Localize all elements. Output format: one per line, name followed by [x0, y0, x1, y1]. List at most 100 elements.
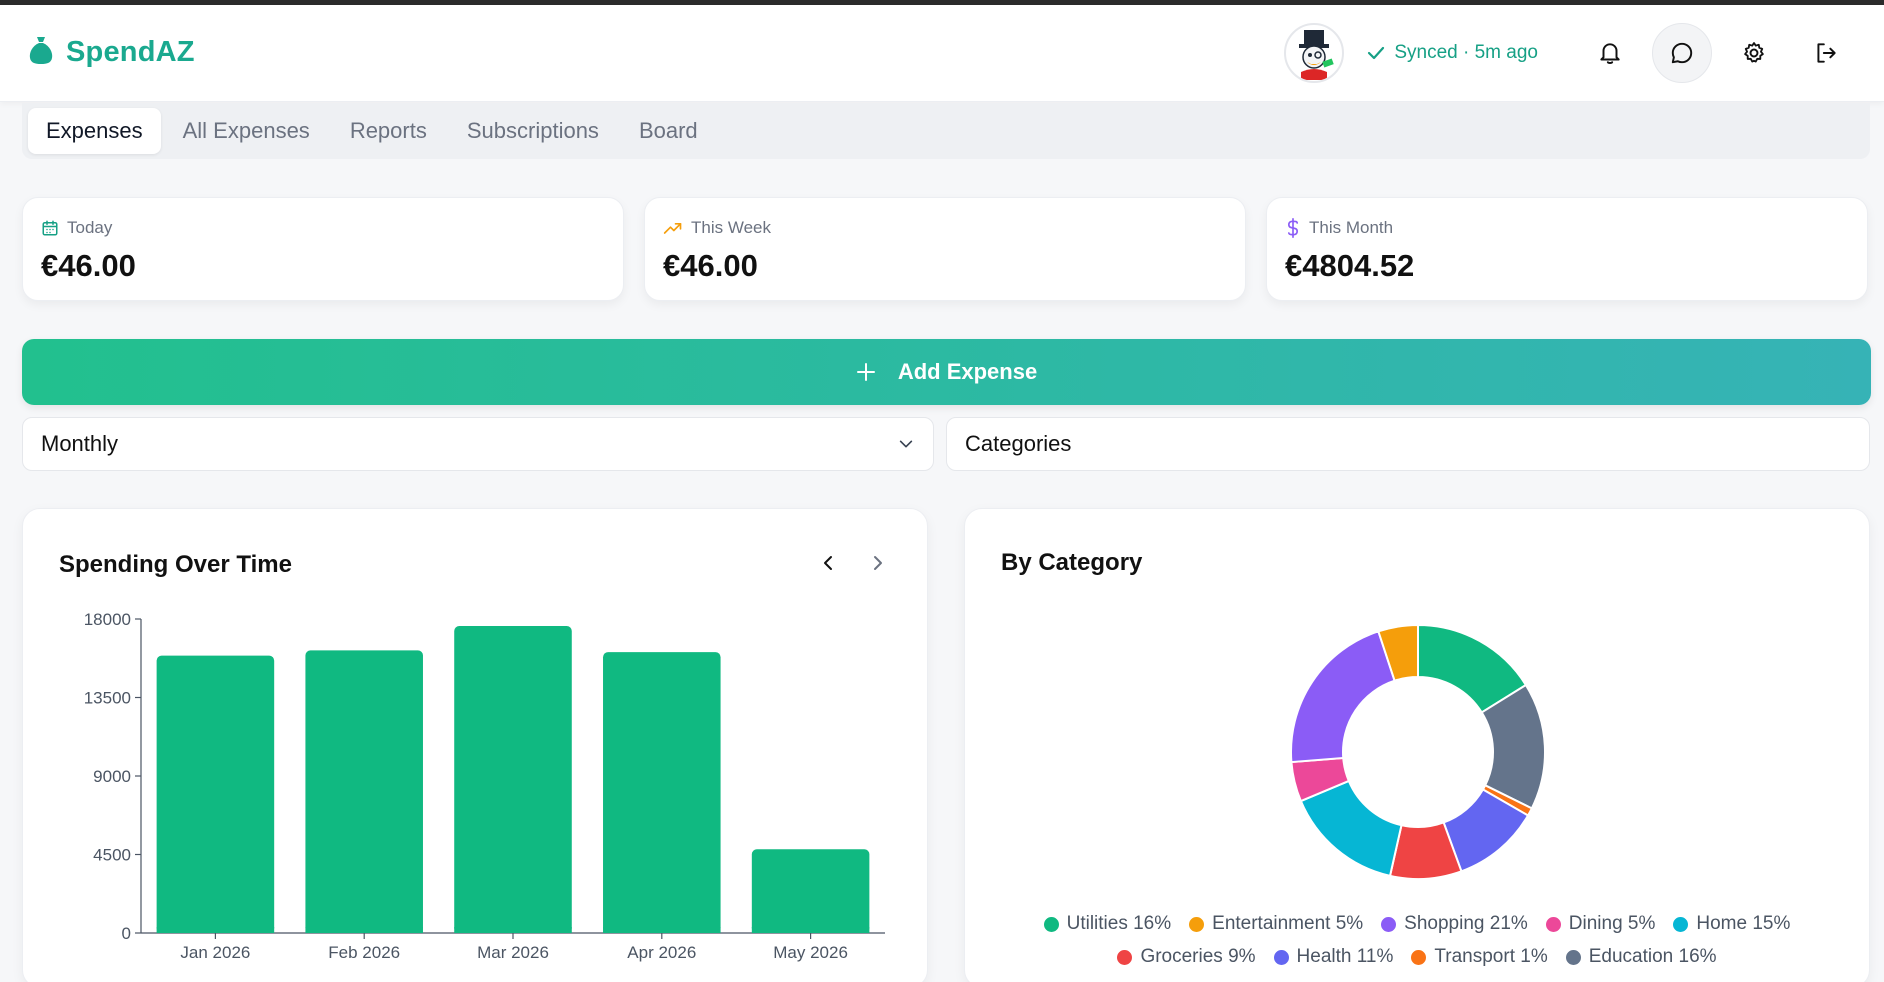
bar-base	[751, 927, 870, 933]
legend-swatch	[1381, 916, 1397, 932]
add-expense-label: Add Expense	[897, 359, 1038, 384]
avatar-image	[1287, 26, 1342, 80]
legend-label: Home 15%	[1696, 913, 1791, 934]
tab-all-expenses[interactable]: All Expenses	[182, 118, 310, 143]
tab-bar: Expenses All Expenses Reports Subscripti…	[22, 103, 1870, 159]
by-category-card: By Category Utilities 16% Entertainment 5…	[964, 508, 1870, 982]
x-tick-label: Apr 2026	[627, 943, 696, 962]
stat-label: Today	[67, 218, 113, 237]
spending-card-title: Spending Over Time	[59, 551, 292, 578]
bar-base	[305, 927, 423, 933]
legend-item[interactable]: Home 15%	[1673, 913, 1790, 935]
legend-label: Utilities 16%	[1066, 913, 1172, 934]
dollar-icon	[1287, 218, 1299, 238]
y-tick-label: 0	[122, 924, 131, 943]
legend-item[interactable]: Utilities 16%	[1043, 913, 1172, 935]
categories-filter-label: Categories	[965, 431, 1072, 456]
legend-label: Groceries 9%	[1140, 946, 1256, 967]
sync-status: Synced · 5m ago	[1366, 42, 1538, 64]
chat-button[interactable]	[1652, 23, 1712, 83]
x-tick-label: May 2026	[773, 943, 848, 962]
tab-subscriptions[interactable]: Subscriptions	[466, 118, 599, 143]
y-tick-label: 4500	[93, 846, 131, 865]
chevron-right-icon[interactable]	[867, 553, 887, 573]
spending-over-time-card: Spending Over Time 18000 13500 9000 4500 0 Ja…	[22, 508, 928, 982]
x-tick-label: Mar 2026	[477, 943, 549, 962]
stat-value-month: €4804.52	[1285, 248, 1415, 283]
category-card-title: By Category	[1001, 549, 1143, 576]
brand[interactable]: SpendAZ	[28, 35, 195, 70]
app-name: SpendAZ	[66, 36, 195, 68]
categories-filter[interactable]: Categories	[946, 417, 1870, 471]
bar-base	[603, 927, 721, 933]
bar[interactable]	[751, 849, 870, 933]
legend-item[interactable]: Groceries 9%	[1117, 946, 1256, 968]
stat-card-week: This Week €46.00	[644, 197, 1246, 301]
x-tick-label: Feb 2026	[328, 943, 400, 962]
legend-swatch	[1043, 916, 1059, 932]
tab-expenses[interactable]: Expenses	[28, 108, 161, 154]
stat-card-today: Today €46.00	[22, 197, 624, 301]
legend-swatch	[1273, 949, 1289, 965]
bar[interactable]	[305, 650, 423, 933]
stat-label: This Week	[691, 218, 771, 237]
legend-swatch	[1411, 949, 1427, 965]
app-header: SpendAZ Synced · 5m ago	[0, 5, 1884, 102]
legend-row: Groceries 9% Health 11% Transport 1% Educat…	[965, 946, 1869, 968]
tab-reports[interactable]: Reports	[349, 118, 427, 143]
legend-label: Transport 1%	[1434, 946, 1548, 967]
avatar[interactable]	[1284, 23, 1345, 83]
sync-status-text: Synced · 5m ago	[1394, 42, 1538, 63]
bar-base	[454, 927, 572, 933]
stat-card-month: This Month €4804.52	[1266, 197, 1868, 301]
period-select-value: Monthly	[41, 431, 119, 456]
settings-button[interactable]	[1724, 23, 1784, 83]
bell-icon	[1600, 43, 1620, 64]
logout-button[interactable]	[1796, 23, 1856, 83]
logout-icon	[1817, 43, 1836, 63]
legend-item[interactable]: Dining 5%	[1545, 913, 1656, 935]
money-bag-icon	[28, 35, 54, 70]
legend-item[interactable]: Entertainment 5%	[1189, 913, 1363, 935]
donut-slice-shopping[interactable]	[1290, 630, 1396, 764]
legend-label: Dining 5%	[1568, 913, 1656, 934]
chat-bubble-icon	[1671, 42, 1693, 64]
stat-value-today: €46.00	[41, 248, 136, 283]
y-tick-label: 13500	[84, 689, 131, 708]
legend-row: Utilities 16% Entertainment 5% Shopping 21…	[965, 913, 1869, 935]
legend-item[interactable]: Health 11%	[1273, 946, 1394, 968]
notifications-button[interactable]	[1580, 23, 1640, 83]
trending-up-icon	[663, 222, 682, 234]
header-actions: Synced · 5m ago	[1284, 23, 1856, 83]
x-tick-label: Jan 2026	[180, 943, 250, 962]
tab-board[interactable]: Board	[638, 118, 698, 143]
check-icon	[1368, 46, 1385, 60]
legend-label: Health 11%	[1296, 946, 1394, 967]
legend-label: Shopping 21%	[1404, 913, 1528, 934]
bar-base	[156, 927, 275, 933]
legend-label: Education 16%	[1588, 946, 1717, 967]
legend-item[interactable]: Transport 1%	[1411, 946, 1548, 968]
legend-item[interactable]: Shopping 21%	[1381, 913, 1528, 935]
add-expense-button[interactable]: Add Expense	[22, 339, 1871, 405]
bar[interactable]	[454, 625, 572, 933]
legend-item[interactable]: Education 16%	[1565, 946, 1717, 968]
period-navigation	[819, 553, 887, 573]
legend-swatch	[1117, 949, 1133, 965]
calendar-icon	[42, 220, 58, 236]
stat-value-week: €46.00	[663, 248, 758, 283]
plus-icon	[856, 363, 875, 381]
bar[interactable]	[156, 655, 275, 933]
legend-swatch	[1189, 916, 1205, 932]
period-select[interactable]: Monthly	[22, 417, 934, 471]
y-tick-label: 9000	[93, 767, 131, 786]
gear-icon	[1744, 42, 1764, 63]
chevron-left-icon[interactable]	[819, 553, 839, 573]
legend-swatch	[1545, 916, 1561, 932]
chevron-down-icon	[899, 440, 913, 448]
legend-swatch	[1565, 949, 1581, 965]
legend-label: Entertainment 5%	[1212, 913, 1364, 934]
donut-slice-entertainment[interactable]	[1377, 623, 1419, 683]
bar[interactable]	[603, 652, 721, 933]
spending-bar-chart: 18000 13500 9000 4500 0 Jan 2026 Feb 2026 Mar 2…	[84, 610, 885, 962]
